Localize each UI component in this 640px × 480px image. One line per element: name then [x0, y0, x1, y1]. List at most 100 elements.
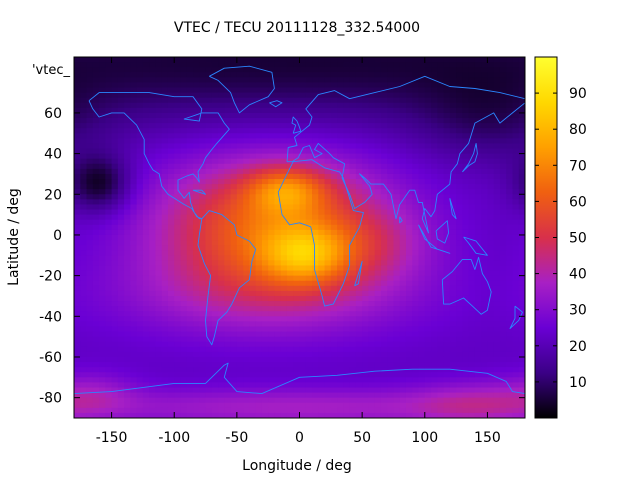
heatmap-cell — [99, 209, 106, 216]
heatmap-cell — [387, 275, 395, 282]
heatmap-cell — [468, 301, 476, 307]
heatmap-cell — [399, 199, 407, 206]
heatmap-cell — [80, 260, 88, 267]
heatmap-cell — [387, 397, 395, 404]
heatmap-cell — [424, 265, 432, 272]
heatmap-cell — [167, 387, 175, 394]
heatmap-cell — [99, 301, 106, 307]
heatmap-cell — [518, 92, 525, 99]
heatmap-cell — [518, 118, 525, 124]
heatmap-cell — [468, 316, 476, 322]
heatmap-cell — [243, 62, 250, 68]
heatmap-cell — [418, 128, 426, 134]
heatmap-cell — [92, 245, 100, 251]
heatmap-cell — [399, 387, 407, 394]
heatmap-cell — [86, 265, 94, 272]
heatmap-cell — [224, 280, 232, 287]
heatmap-cell — [456, 143, 463, 150]
heatmap-cell — [493, 295, 501, 302]
heatmap-cell — [449, 209, 457, 216]
heatmap-cell — [142, 336, 150, 343]
heatmap-cell — [130, 77, 138, 84]
heatmap-cell — [149, 82, 157, 89]
heatmap-cell — [418, 260, 426, 267]
heatmap-cell — [374, 290, 382, 297]
heatmap-cell — [474, 356, 482, 363]
heatmap-cell — [286, 392, 294, 399]
heatmap-cell — [249, 224, 257, 231]
heatmap-cell — [199, 87, 207, 94]
heatmap-cell — [449, 102, 457, 109]
heatmap-cell — [193, 280, 200, 287]
heatmap-cell — [268, 351, 276, 358]
heatmap-cell — [499, 214, 507, 221]
heatmap-cell — [211, 92, 219, 99]
heatmap-cell — [481, 260, 489, 267]
heatmap-cell — [412, 102, 420, 109]
heatmap-cell — [286, 77, 294, 84]
heatmap-cell — [374, 214, 382, 221]
heatmap-cell — [80, 168, 88, 175]
heatmap-cell — [268, 82, 276, 89]
heatmap-cell — [299, 382, 307, 389]
heatmap-cell — [499, 234, 507, 241]
heatmap-cell — [230, 331, 238, 338]
heatmap-cell — [343, 133, 351, 139]
heatmap-cell — [155, 265, 163, 272]
heatmap-cell — [155, 285, 163, 292]
heatmap-cell — [211, 326, 219, 333]
heatmap-cell — [243, 143, 250, 150]
heatmap-cell — [199, 270, 207, 277]
heatmap-cell — [230, 397, 238, 404]
heatmap-cell — [230, 377, 238, 383]
heatmap-cell — [418, 311, 426, 317]
heatmap-cell — [274, 143, 282, 150]
heatmap-cell — [111, 377, 119, 383]
heatmap-cell — [218, 285, 225, 292]
heatmap-cell — [167, 331, 175, 338]
heatmap-cell — [362, 82, 369, 89]
heatmap-cell — [117, 336, 125, 343]
heatmap-cell — [111, 295, 119, 302]
heatmap-cell — [268, 285, 276, 292]
heatmap-cell — [468, 392, 476, 399]
heatmap-cell — [487, 341, 495, 348]
heatmap-cell — [324, 92, 332, 99]
heatmap-cell — [249, 168, 257, 175]
heatmap-cell — [224, 82, 232, 89]
heatmap-cell — [74, 229, 81, 236]
heatmap-cell — [343, 255, 351, 261]
heatmap-cell — [236, 214, 244, 221]
heatmap-cell — [324, 306, 332, 312]
heatmap-cell — [186, 168, 194, 175]
heatmap-cell — [506, 189, 514, 195]
heatmap-cell — [399, 123, 407, 129]
heatmap-cell — [437, 199, 445, 206]
heatmap-cell — [337, 82, 344, 89]
heatmap-cell — [431, 92, 438, 99]
heatmap-cell — [305, 107, 313, 114]
heatmap-cell — [487, 77, 495, 84]
heatmap-cell — [92, 199, 100, 206]
heatmap-cell — [293, 290, 301, 297]
heatmap-cell — [230, 57, 238, 63]
heatmap-cell — [312, 306, 319, 312]
heatmap-cell — [443, 107, 451, 114]
heatmap-cell — [186, 402, 194, 409]
heatmap-cell — [249, 356, 257, 363]
heatmap-cell — [211, 158, 219, 165]
heatmap-cell — [474, 133, 482, 139]
heatmap-cell — [418, 336, 426, 343]
heatmap-cell — [499, 82, 507, 89]
heatmap-cell — [130, 362, 138, 368]
heatmap-cell — [249, 336, 257, 343]
heatmap-cell — [405, 204, 413, 211]
heatmap-cell — [92, 301, 100, 307]
heatmap-cell — [337, 402, 344, 409]
heatmap-cell — [312, 341, 319, 348]
heatmap-cell — [74, 153, 81, 160]
heatmap-cell — [99, 128, 106, 134]
heatmap-cell — [399, 204, 407, 211]
heatmap-cell — [481, 331, 489, 338]
heatmap-cell — [105, 158, 113, 165]
